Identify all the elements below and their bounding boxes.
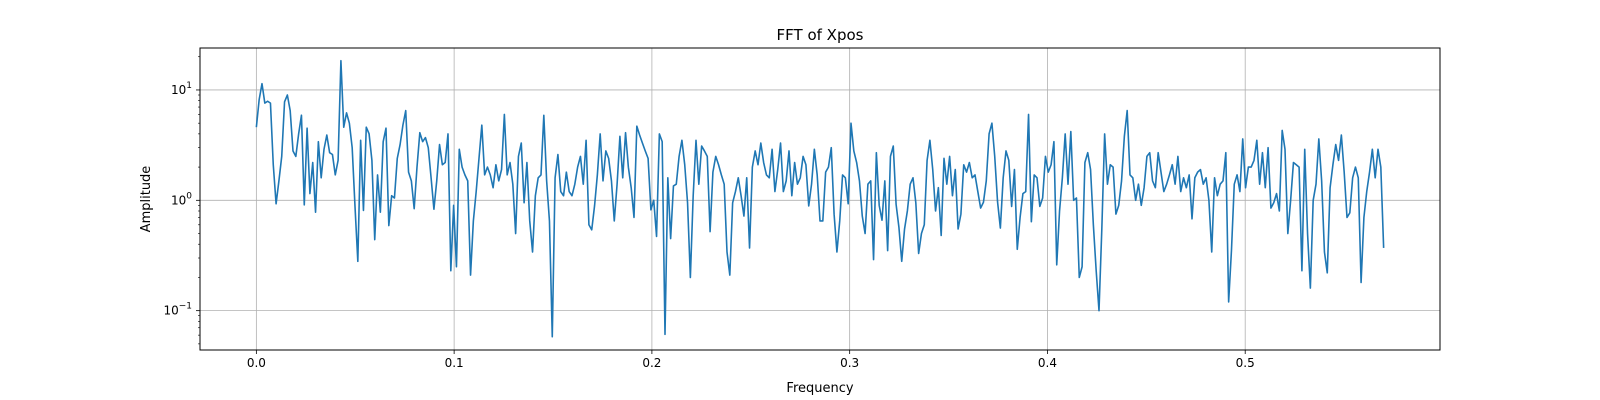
- y-tick-label-exponent: 1: [186, 81, 192, 91]
- x-tick-label: 0.3: [840, 356, 859, 370]
- x-tick-label: 0.5: [1236, 356, 1255, 370]
- x-axis-label: Frequency: [786, 381, 853, 396]
- y-tick-label: 101: [171, 81, 192, 97]
- y-tick-label-exponent: 0: [186, 191, 192, 201]
- chart-title: FFT of Xpos: [777, 26, 864, 44]
- x-tick-label: 0.1: [445, 356, 464, 370]
- y-tick-label-base: 10: [171, 193, 186, 207]
- x-tick-label: 0.4: [1038, 356, 1057, 370]
- plot-area: [200, 48, 1440, 350]
- y-tick-label: 10−1: [163, 302, 192, 318]
- grid-lines: [200, 48, 1440, 350]
- y-tick-label-base: 10: [163, 304, 178, 318]
- y-axis-label: Amplitude: [139, 166, 154, 233]
- plot-frame: [199, 47, 1441, 351]
- x-tick-label: 0.2: [642, 356, 661, 370]
- series-line-amplitude: [255, 59, 1385, 338]
- y-tick-label: 100: [171, 191, 192, 207]
- x-tick-label: 0.0: [247, 356, 266, 370]
- y-tick-label-exponent: −1: [179, 302, 192, 312]
- y-tick-label-base: 10: [171, 83, 186, 97]
